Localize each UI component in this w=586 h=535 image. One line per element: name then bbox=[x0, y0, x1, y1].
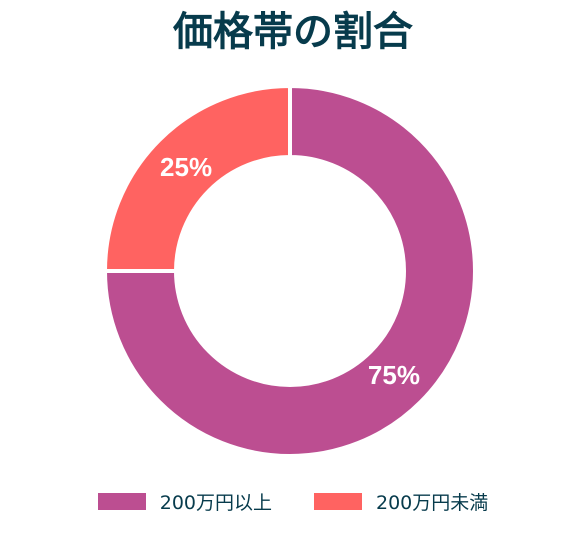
labels-group: 75% 25% bbox=[160, 152, 420, 390]
legend-item-under-2m[interactable]: 200万円未満 bbox=[314, 488, 488, 515]
slice-under-2m[interactable] bbox=[102, 83, 292, 273]
chart-title: 価格帯の割合 bbox=[173, 9, 413, 55]
legend: 200万円以上 200万円未満 bbox=[0, 488, 586, 515]
legend-label-under-2m: 200万円未満 bbox=[376, 492, 489, 514]
legend-swatch-under-2m bbox=[314, 493, 362, 510]
slice-over-2m[interactable] bbox=[102, 83, 477, 458]
slices-group bbox=[102, 83, 477, 458]
legend-swatch-over-2m bbox=[97, 493, 146, 510]
legend-item-over-2m[interactable]: 200万円以上 bbox=[97, 488, 272, 515]
legend-label-over-2m: 200万円以上 bbox=[159, 492, 272, 514]
data-label-over-2m: 75% bbox=[368, 360, 420, 390]
data-label-under-2m: 25% bbox=[160, 152, 212, 182]
